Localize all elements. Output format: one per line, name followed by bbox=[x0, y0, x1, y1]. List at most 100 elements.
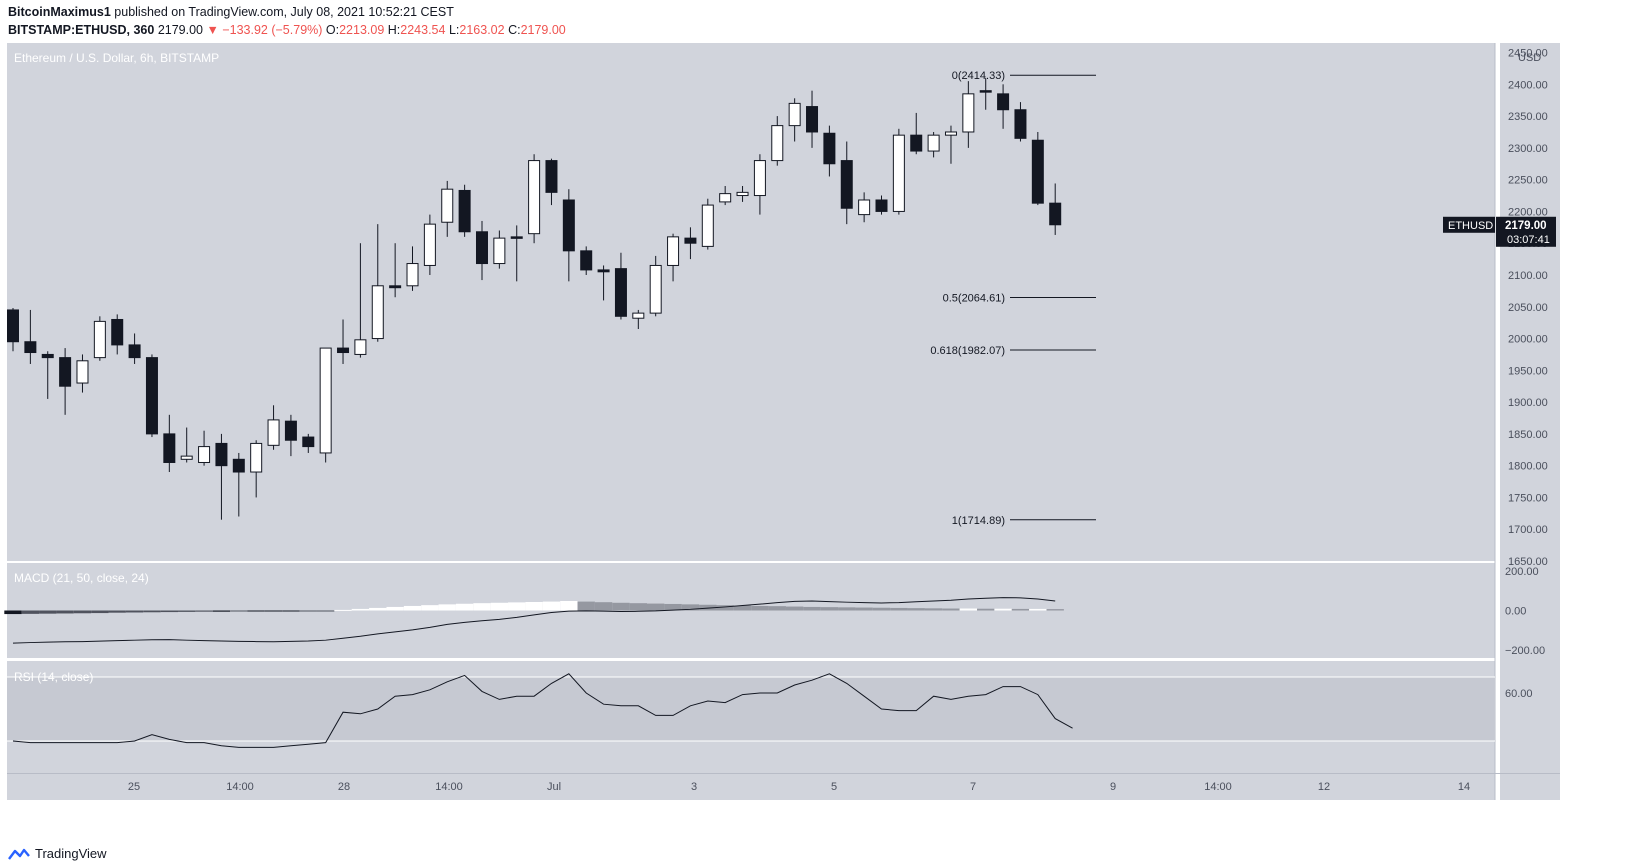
macd-histogram-bar bbox=[855, 607, 873, 611]
macd-histogram-bar bbox=[577, 601, 595, 611]
price-tick-label: 1850.00 bbox=[1508, 429, 1548, 441]
macd-histogram-bar bbox=[994, 608, 1012, 611]
candle-body bbox=[719, 193, 732, 203]
rsi-tick-label: 60.00 bbox=[1505, 688, 1533, 700]
candle-body bbox=[892, 134, 905, 212]
macd-histogram-bar bbox=[316, 610, 335, 612]
candle-body bbox=[337, 347, 350, 354]
price-tick-label: 2350.00 bbox=[1508, 111, 1548, 123]
brand-name: TradingView bbox=[35, 846, 107, 861]
macd-histogram-bar bbox=[73, 610, 92, 614]
macd-histogram-bar bbox=[716, 605, 734, 611]
candle-body bbox=[875, 199, 888, 212]
candle-body bbox=[962, 93, 975, 133]
footer-brand[interactable]: TradingView bbox=[8, 846, 107, 861]
candle-body bbox=[475, 231, 488, 265]
macd-histogram-bar bbox=[1029, 608, 1047, 611]
candle-body bbox=[684, 237, 697, 244]
candle-body bbox=[858, 199, 871, 216]
currency-label: USD bbox=[1518, 52, 1541, 64]
time-tick-label: Jul bbox=[547, 781, 561, 793]
candle-body bbox=[927, 134, 940, 152]
macd-histogram-bar bbox=[386, 606, 404, 611]
last-price-value: 2179.00 bbox=[157, 23, 203, 37]
price-tick-label: 2000.00 bbox=[1508, 334, 1548, 346]
time-tick-label: 14 bbox=[1458, 781, 1470, 793]
candle-body bbox=[24, 341, 37, 354]
symbol-label: BITSTAMP:ETHUSD, 360 bbox=[8, 23, 155, 37]
macd-histogram-bar bbox=[803, 606, 821, 611]
candle-body bbox=[371, 285, 384, 340]
macd-tick-label: 200.00 bbox=[1505, 566, 1539, 578]
down-arrow-icon: ▼ bbox=[206, 23, 219, 37]
candle-body bbox=[406, 263, 419, 287]
price-axis-bg bbox=[1500, 43, 1560, 800]
price-tick-label: 1900.00 bbox=[1508, 397, 1548, 409]
macd-histogram-bar bbox=[942, 608, 960, 611]
macd-histogram-bar bbox=[629, 603, 648, 611]
macd-histogram-bar bbox=[438, 604, 456, 611]
macd-line bbox=[12, 597, 1056, 644]
price-tick-label: 1750.00 bbox=[1508, 492, 1548, 504]
candle-body bbox=[423, 223, 436, 266]
macd-histogram-bar bbox=[907, 608, 925, 611]
candle-body bbox=[1014, 109, 1027, 139]
macd-histogram-bar bbox=[247, 610, 265, 612]
candle-body bbox=[441, 188, 454, 223]
time-axis-bg bbox=[7, 774, 1495, 800]
time-tick-label: 9 bbox=[1110, 781, 1116, 793]
macd-histogram-bar bbox=[508, 602, 526, 611]
macd-histogram-bar bbox=[4, 610, 22, 615]
price-tick-label: 1700.00 bbox=[1508, 524, 1548, 536]
macd-histogram-bar bbox=[282, 610, 300, 612]
macd-histogram-bar bbox=[334, 609, 352, 611]
candle-body bbox=[111, 318, 124, 346]
symbol-tag: ETHUSD bbox=[1448, 220, 1493, 232]
macd-histogram-bar bbox=[733, 605, 752, 611]
macd-histogram-bar bbox=[143, 610, 161, 613]
macd-histogram-bar bbox=[490, 602, 509, 611]
candle-body bbox=[562, 199, 575, 252]
countdown-label: 03:07:41 bbox=[1507, 234, 1550, 246]
candle-body bbox=[979, 90, 992, 93]
macd-histogram-bar bbox=[542, 601, 561, 611]
macd-histogram-bar bbox=[91, 610, 109, 614]
price-tick-label: 2250.00 bbox=[1508, 175, 1548, 187]
candle-body bbox=[76, 360, 89, 384]
macd-histogram-bar bbox=[56, 610, 74, 614]
time-tick-label: 14:00 bbox=[226, 781, 254, 793]
macd-histogram-bar bbox=[594, 602, 613, 611]
candle-body bbox=[632, 312, 645, 319]
macd-histogram-bar bbox=[212, 610, 231, 612]
candle-body bbox=[545, 160, 558, 193]
macd-histogram-bar bbox=[785, 606, 804, 611]
time-tick-label: 25 bbox=[128, 781, 140, 793]
macd-histogram-bar bbox=[403, 605, 422, 611]
chart-title: Ethereum / U.S. Dollar, 6h, BITSTAMP bbox=[14, 51, 219, 65]
candle-body bbox=[1049, 202, 1062, 226]
publish-info: BitcoinMaximus1 published on TradingView… bbox=[8, 5, 454, 19]
publisher-name[interactable]: BitcoinMaximus1 bbox=[8, 5, 111, 19]
rsi-line bbox=[12, 673, 1073, 748]
symbol-tag-bg bbox=[1443, 216, 1495, 233]
macd-tick-label: −200.00 bbox=[1505, 645, 1545, 657]
candle-body bbox=[649, 264, 662, 314]
candle-body bbox=[823, 132, 836, 165]
macd-histogram-bar bbox=[560, 601, 578, 611]
candle-body bbox=[267, 419, 280, 446]
macd-histogram-bar bbox=[890, 607, 908, 611]
open-label: O: bbox=[325, 23, 340, 37]
candle-body bbox=[997, 93, 1010, 111]
candle-body bbox=[128, 344, 141, 359]
time-tick-label: 3 bbox=[691, 781, 697, 793]
time-tick-label: 12 bbox=[1318, 781, 1330, 793]
macd-histogram-bar bbox=[160, 610, 179, 613]
macd-histogram-bar bbox=[977, 608, 995, 611]
macd-histogram-bar bbox=[473, 603, 491, 611]
macd-histogram-bar bbox=[21, 610, 40, 614]
candle-body bbox=[458, 189, 471, 233]
high-label: H: bbox=[387, 23, 401, 37]
macd-histogram-bar bbox=[612, 602, 630, 611]
candle-body bbox=[701, 204, 714, 247]
